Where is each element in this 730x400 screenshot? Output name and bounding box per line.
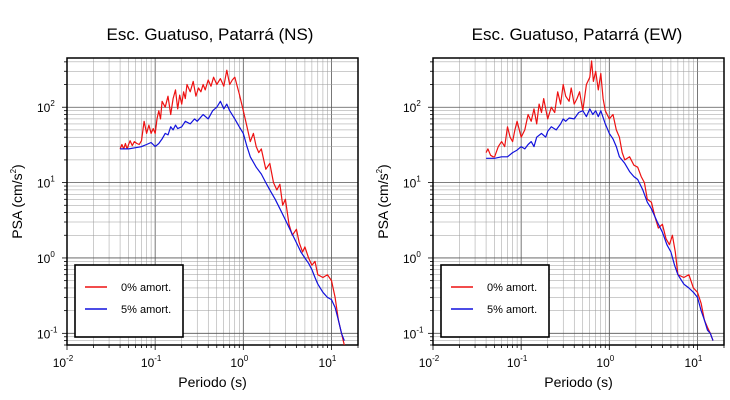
- chart-title: Esc. Guatuso, Patarrá (NS): [107, 25, 314, 44]
- x-tick-label: 10-2: [53, 354, 74, 370]
- y-tick-label: 101: [403, 175, 421, 191]
- legend-label: 0% amort.: [121, 282, 171, 294]
- series-line: [119, 69, 345, 345]
- y-tick-label: 100: [37, 250, 55, 266]
- x-tick-label: 100: [596, 354, 614, 370]
- y-axis-label: PSA (cm/s2): [375, 164, 391, 238]
- legend-box: [440, 264, 550, 338]
- x-axis-label: Periodo (s): [544, 374, 612, 390]
- legend-label: 5% amort.: [487, 304, 537, 316]
- y-tick-label: 102: [403, 99, 421, 115]
- plot-frame: [66, 57, 359, 346]
- legend-box: [74, 264, 184, 338]
- y-tick-label: 10-1: [403, 325, 424, 341]
- x-tick-label: 101: [319, 354, 337, 370]
- series-line: [485, 60, 714, 341]
- legend-label: 0% amort.: [487, 282, 537, 294]
- series-line: [120, 100, 345, 341]
- x-axis-label: Periodo (s): [178, 374, 246, 390]
- chart-panel: 10-2 10-1 100 101 10-1 100 101 102 0% amort. 5% a…: [9, 25, 359, 390]
- x-tick-label: 10-1: [141, 354, 162, 370]
- y-tick-label: 102: [37, 99, 55, 115]
- x-tick-label: 100: [230, 354, 248, 370]
- chart-title: Esc. Guatuso, Patarrá (EW): [472, 25, 683, 44]
- x-tick-label: 101: [685, 354, 703, 370]
- y-tick-label: 10-1: [37, 325, 58, 341]
- legend-label: 5% amort.: [121, 304, 171, 316]
- chart-panel: 10-2 10-1 100 101 10-1 100 101 102 0% amort. 5% a…: [375, 25, 725, 390]
- y-tick-label: 101: [37, 175, 55, 191]
- x-tick-label: 10-1: [507, 354, 528, 370]
- plot-frame: [432, 57, 725, 346]
- y-axis-label: PSA (cm/s2): [9, 164, 25, 238]
- series-line: [486, 108, 714, 341]
- x-tick-label: 10-2: [419, 354, 440, 370]
- y-tick-label: 100: [403, 250, 421, 266]
